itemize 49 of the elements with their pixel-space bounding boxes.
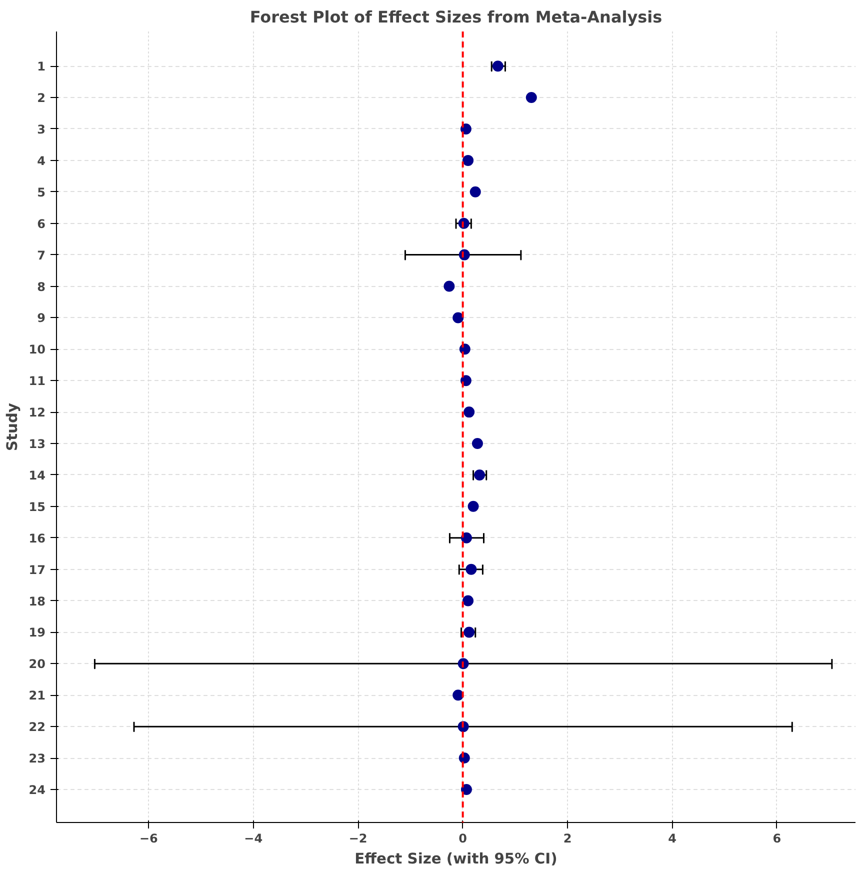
point [472,438,483,449]
y-tick-label: 14 [28,468,46,482]
y-tick-label: 19 [28,626,46,640]
point [460,784,472,795]
y-axis-title: Study [4,402,21,452]
x-tick-label: −4 [244,832,263,846]
y-tick-label: 11 [28,374,46,388]
y-tick-label: 18 [28,594,46,608]
x-axis-title: Effect Size (with 95% CI) [354,850,558,868]
point [464,626,475,638]
y-tick-label: 7 [37,248,46,262]
point [526,92,537,104]
y-tick-label: 13 [28,437,46,452]
y-tick-label: 6 [37,216,46,231]
y-tick-label: 8 [37,280,46,294]
point [468,500,479,512]
point [464,406,475,418]
point [452,312,464,324]
y-tick-label: 20 [28,657,46,672]
y-tick-label: 24 [28,782,46,797]
x-tick-label: −6 [139,832,158,846]
point [452,690,464,701]
point [462,595,474,606]
point [460,124,472,134]
point [470,186,481,198]
x-tick-label: 2 [563,832,572,846]
y-tick-label: 21 [28,688,46,703]
chart-title: Forest Plot of Effect Sizes from Meta-Analysis [250,8,662,26]
y-tick-label: 22 [28,720,46,734]
point [444,280,455,292]
y-tick-label: 10 [28,342,46,357]
point [460,375,472,386]
y-tick-label: 5 [37,185,46,200]
y-tick-label: 9 [37,311,46,326]
y-tick-label: 2 [37,91,46,106]
y-tick-label: 15 [28,500,46,514]
x-tick-label: 4 [668,832,676,846]
point [462,154,474,166]
x-tick-label: 0 [458,832,467,846]
y-tick-label: 16 [28,531,46,546]
x-tick-label: 6 [772,832,782,846]
y-tick-label: 1 [37,60,46,74]
y-tick-label: 3 [37,122,46,136]
y-tick-label: 23 [28,752,46,766]
x-tick-label: −2 [348,832,368,846]
y-tick-label: 17 [28,562,46,577]
y-tick-label: 12 [28,406,46,420]
point [460,532,472,544]
y-tick-label: 4 [37,154,46,168]
